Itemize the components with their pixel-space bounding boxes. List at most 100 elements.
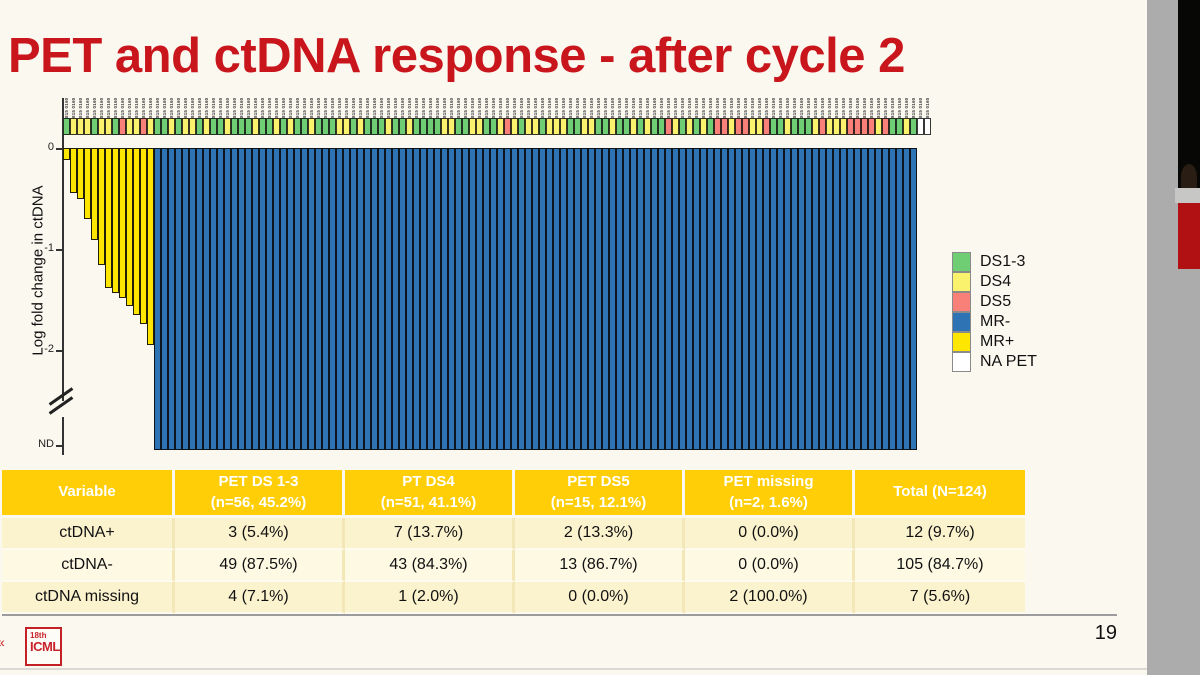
pet-response-square — [567, 118, 574, 135]
sample-id-label: 815 0160 — [904, 97, 909, 118]
pet-response-square — [462, 118, 469, 135]
patient-column: 815 0160 — [91, 95, 98, 455]
table-cell: 105 (84.7%) — [855, 550, 1025, 582]
table-cell: 2 (13.3%) — [515, 518, 685, 550]
patient-column: 815 0160 — [231, 95, 238, 455]
footer-divider — [2, 614, 1117, 616]
legend-item: DS5 — [952, 292, 1037, 312]
sample-id-label: 815 0160 — [575, 97, 580, 118]
patient-column: 815 0160 — [924, 95, 931, 455]
legend-label: MR+ — [980, 333, 1015, 350]
patient-column: 815 0160 — [280, 95, 287, 455]
patient-column: 815 0160 — [651, 95, 658, 455]
patient-column: 815 0160 — [168, 95, 175, 455]
legend-item: MR- — [952, 312, 1037, 332]
ctdna-bar — [154, 148, 161, 450]
sample-id-label: 815 0160 — [379, 97, 384, 118]
patient-column: 815 0160 — [329, 95, 336, 455]
pet-response-square — [224, 118, 231, 135]
pet-response-square — [413, 118, 420, 135]
ctdna-bar — [273, 148, 280, 450]
sample-id-label: 815 0160 — [848, 97, 853, 118]
sample-id-label: 815 0160 — [925, 97, 930, 118]
ctdna-bar — [350, 148, 357, 450]
sample-id-label: 815 0160 — [330, 97, 335, 118]
ctdna-bar — [532, 148, 539, 450]
ctdna-bar — [476, 148, 483, 450]
sample-id-label: 815 0160 — [85, 97, 90, 118]
patient-column: 815 0160 — [861, 95, 868, 455]
ctdna-bar — [819, 148, 826, 450]
sample-id-label: 815 0160 — [155, 97, 160, 118]
pet-response-square — [910, 118, 917, 135]
patient-column: 815 0160 — [203, 95, 210, 455]
sample-id-label: 815 0160 — [183, 97, 188, 118]
sample-id-label: 815 0160 — [99, 97, 104, 118]
ctdna-bar — [574, 148, 581, 450]
chart-legend: DS1-3 DS4 DS5 MR- MR+ NA PET — [952, 252, 1037, 372]
ctdna-bar — [294, 148, 301, 450]
patient-column: 815 0160 — [721, 95, 728, 455]
pet-response-square — [476, 118, 483, 135]
patient-column: 815 0160 — [707, 95, 714, 455]
patient-column: 815 0160 — [518, 95, 525, 455]
patient-column: 815 0160 — [903, 95, 910, 455]
pet-response-square — [721, 118, 728, 135]
patient-column: 815 0160 — [161, 95, 168, 455]
patient-column: 815 0160 — [784, 95, 791, 455]
pet-response-square — [763, 118, 770, 135]
ctdna-bar — [812, 148, 819, 450]
pet-response-square — [882, 118, 889, 135]
patient-column: 815 0160 — [833, 95, 840, 455]
webcam-thumbnail-dark — [1178, 0, 1200, 188]
legend-item: DS4 — [952, 272, 1037, 292]
pet-response-square — [245, 118, 252, 135]
sample-id-label: 815 0160 — [281, 97, 286, 118]
sample-id-label: 815 0160 — [820, 97, 825, 118]
pet-response-square — [119, 118, 126, 135]
pet-response-square — [259, 118, 266, 135]
sample-id-label: 815 0160 — [92, 97, 97, 118]
patient-column: 815 0160 — [679, 95, 686, 455]
patient-column: 815 0160 — [728, 95, 735, 455]
sample-id-label: 815 0160 — [365, 97, 370, 118]
sample-id-label: 815 0160 — [211, 97, 216, 118]
pet-response-square — [357, 118, 364, 135]
table-cell: 12 (9.7%) — [855, 518, 1025, 550]
sample-id-label: 815 0160 — [428, 97, 433, 118]
ctdna-bar — [875, 148, 882, 450]
ctdna-bar — [329, 148, 336, 450]
patient-column: 815 0160 — [742, 95, 749, 455]
pet-response-square — [609, 118, 616, 135]
table-header-cell: PET missing (n=2, 1.6%) — [685, 470, 855, 518]
pet-response-square — [154, 118, 161, 135]
video-thumbnail-red — [1178, 203, 1200, 269]
patient-column: 815 0160 — [413, 95, 420, 455]
pet-response-square — [140, 118, 147, 135]
pet-response-square — [630, 118, 637, 135]
sample-id-label: 815 0160 — [883, 97, 888, 118]
pet-response-square — [791, 118, 798, 135]
pet-response-square — [231, 118, 238, 135]
pet-response-square — [266, 118, 273, 135]
sample-id-label: 815 0160 — [407, 97, 412, 118]
table-header-cell: PET DS5 (n=15, 12.1%) — [515, 470, 685, 518]
sample-id-label: 815 0160 — [645, 97, 650, 118]
sample-id-label: 815 0160 — [792, 97, 797, 118]
table-header-cell: Total (N=124) — [855, 470, 1025, 518]
sample-id-label: 815 0160 — [652, 97, 657, 118]
pet-response-square — [658, 118, 665, 135]
ctdna-bar — [469, 148, 476, 450]
ctdna-bar — [826, 148, 833, 450]
pet-response-square — [896, 118, 903, 135]
ctdna-bar — [231, 148, 238, 450]
sample-id-label: 815 0160 — [309, 97, 314, 118]
sample-id-label: 815 0160 — [162, 97, 167, 118]
sample-id-label: 815 0160 — [120, 97, 125, 118]
patient-column: 815 0160 — [602, 95, 609, 455]
legend-swatch — [952, 292, 971, 312]
sample-id-label: 815 0160 — [169, 97, 174, 118]
sample-id-label: 815 0160 — [687, 97, 692, 118]
ctdna-bar — [308, 148, 315, 450]
patient-column: 815 0160 — [350, 95, 357, 455]
